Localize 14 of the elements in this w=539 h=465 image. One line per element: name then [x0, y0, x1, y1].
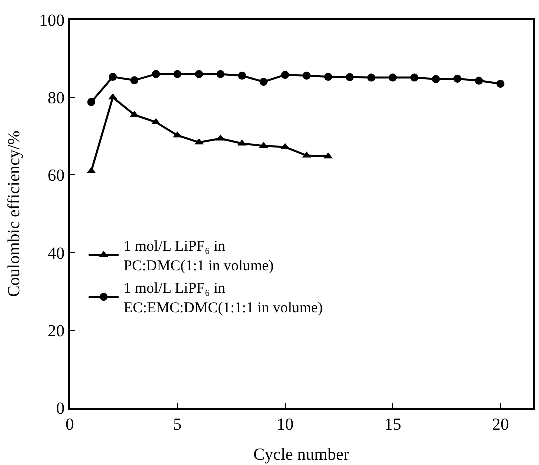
y-tick-label: 0	[56, 398, 65, 418]
x-tick-label: 10	[276, 415, 294, 434]
x-tick-label: 5	[173, 415, 182, 434]
y-tick-label: 100	[39, 10, 65, 30]
y-tick-label: 60	[48, 166, 65, 186]
legend-label: 1 mol/L LiPF₆ in PC:DMC(1:1 in volume)	[124, 239, 274, 275]
y-tick-label: 20	[48, 321, 65, 340]
x-axis-title: Cycle number	[254, 445, 350, 464]
y-tick-label: 80	[48, 88, 65, 108]
x-tick-label: 20	[492, 415, 510, 434]
legend-label: 1 mol/L LiPF₆ in EC:EMC:DMC(1:1:1 in volume)	[124, 281, 324, 317]
y-tick-label: 40	[48, 244, 65, 263]
y-axis-title: Coulombic efficiency/%	[4, 130, 24, 298]
x-tick-label: 15	[384, 415, 402, 434]
